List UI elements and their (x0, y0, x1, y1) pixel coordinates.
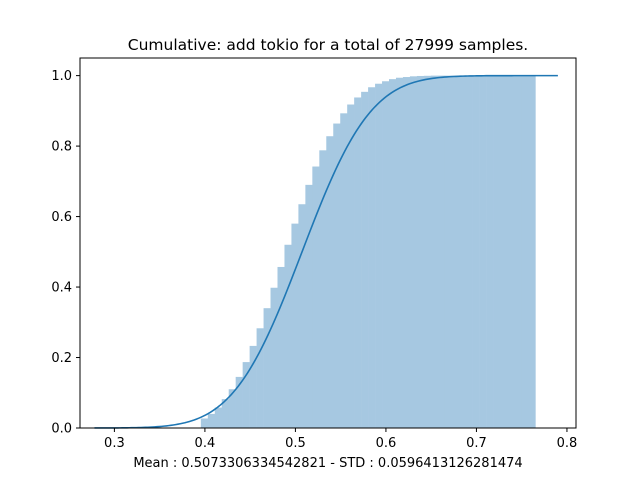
histogram-bar (437, 75, 446, 429)
y-tick-label: 0.6 (51, 210, 72, 225)
histogram-bar (430, 75, 439, 429)
histogram-bar (521, 75, 529, 429)
histogram-bar (221, 399, 230, 428)
histogram-bar (354, 97, 362, 428)
histogram-bar (200, 418, 209, 428)
histogram-bar (228, 389, 236, 428)
histogram-bar (214, 407, 223, 428)
x-tick-label: 0.4 (195, 436, 216, 451)
histogram-bar (298, 204, 306, 428)
axes-frame (79, 57, 577, 429)
histogram-bar (249, 345, 257, 428)
x-tick-label: 0.8 (557, 436, 578, 451)
histogram-bar (256, 328, 264, 428)
y-tick-label: 0.2 (51, 351, 72, 366)
histogram-bar (368, 87, 376, 428)
histogram-bar (451, 75, 459, 429)
histogram-bar (312, 166, 320, 428)
y-tick-label: 0.8 (51, 140, 72, 155)
histogram-bar (305, 184, 313, 428)
histogram-bar (270, 287, 278, 428)
y-axis-ticks: 0.0 0.2 0.4 0.6 0.8 1.0 (51, 69, 80, 437)
histogram-bar (207, 413, 216, 428)
histogram-bar (465, 75, 473, 429)
chart-title: Cumulative: add tokio for a total of 279… (128, 36, 528, 54)
histogram-bar (395, 77, 404, 428)
histogram-bar (319, 150, 327, 428)
histogram-bar (235, 376, 243, 428)
histogram-bar (500, 75, 508, 429)
y-tick-label: 0.0 (51, 422, 72, 437)
cdf-line (94, 74, 558, 429)
histogram-bar (263, 308, 271, 428)
histogram-bar (479, 75, 487, 429)
histogram-bar (291, 223, 299, 428)
histogram-bar (277, 266, 285, 428)
histogram-bar (514, 75, 522, 429)
histogram-bar (333, 123, 341, 428)
histogram-bar (242, 362, 250, 428)
histogram-bar (472, 75, 480, 429)
histogram-bar (458, 75, 466, 429)
histogram-bar (423, 75, 432, 429)
histogram-bar (326, 136, 334, 429)
y-tick-label: 1.0 (51, 69, 72, 84)
x-tick-label: 0.3 (104, 436, 125, 451)
histogram-bars (200, 75, 536, 429)
histogram-bar (284, 244, 292, 428)
y-tick-label: 0.4 (51, 281, 72, 296)
x-tick-label: 0.7 (466, 436, 487, 451)
histogram-bar (409, 76, 418, 428)
histogram-bar (340, 113, 348, 428)
histogram-bar (493, 75, 501, 429)
x-axis-ticks: 0.3 0.4 0.5 0.6 0.7 0.8 (104, 428, 577, 451)
histogram-bar (375, 83, 383, 428)
histogram-bar (402, 77, 411, 428)
histogram-bar (486, 75, 494, 429)
histogram-bar (389, 79, 397, 428)
x-tick-label: 0.6 (376, 436, 397, 451)
histogram-bar (528, 75, 536, 429)
histogram-bar (347, 104, 355, 428)
histogram-bar (507, 75, 515, 429)
histogram-bar (361, 91, 369, 428)
x-axis-label: Mean : 0.5073306334542821 - STD : 0.0596… (133, 456, 522, 471)
histogram-bar (382, 81, 390, 428)
histogram-bar (444, 75, 453, 429)
histogram-bar (416, 75, 425, 428)
x-tick-label: 0.5 (285, 436, 306, 451)
